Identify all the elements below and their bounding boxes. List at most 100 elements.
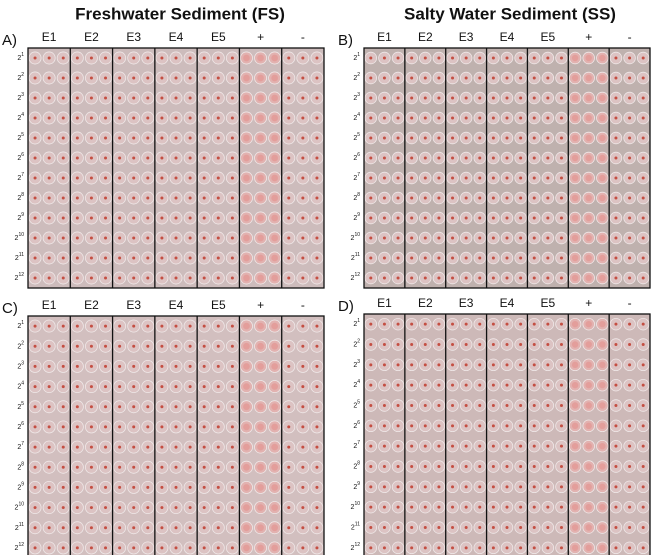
well-dot [505,505,509,509]
well-dot [271,274,278,282]
well-dot [491,116,495,120]
well-dot [505,176,509,180]
row-label: 27 [353,172,360,182]
well-dot [47,506,51,510]
row-label: 27 [17,441,24,451]
well-dot [146,196,150,200]
header-right: Salty Water Sediment (SS) [404,4,616,23]
well-dot [614,526,618,529]
well-dot [599,483,606,491]
well-dot [505,444,509,448]
well-dot [382,444,386,448]
well-dot [271,504,278,511]
well-dot [287,385,291,389]
well-dot [271,114,278,122]
well-dot [230,96,234,100]
well-dot [614,236,618,240]
row-label-exponent: 2 [357,339,360,345]
well-dot [271,154,278,162]
well-dot [287,344,291,348]
well-dot [243,423,250,431]
well-dot [132,344,136,348]
well-dot [410,485,414,489]
well-dot [160,546,164,550]
well-dot [546,424,550,428]
well-dot [132,425,136,429]
well-dot [559,546,563,550]
well-dot [89,116,93,120]
well-dot [369,322,373,326]
well-dot [519,383,523,387]
well-dot [75,526,79,530]
well-dot [33,276,37,280]
well-dot [271,254,278,262]
row-label-base: 2 [353,155,357,162]
well-dot [382,116,386,120]
well-dot [301,364,305,368]
well-dot [243,463,250,471]
well-dot [571,544,579,552]
well-dot [287,405,291,409]
well-dot [491,256,495,260]
well-dot [382,383,386,387]
well-dot [89,526,93,530]
well-dot [641,116,645,120]
well-dot [89,364,93,368]
well-dot [315,385,319,389]
well-dot [519,424,523,428]
well-dot [382,526,386,529]
well-dot [491,383,495,387]
well-dot [491,404,495,407]
well-dot [451,444,455,448]
well-dot [382,276,386,280]
row-label: 21 [353,52,360,62]
row-label-exponent: 7 [357,440,360,446]
well-dot [61,196,65,200]
well-dot [437,465,441,468]
well-dot [287,116,291,120]
well-dot [315,136,319,140]
well-dot [188,344,192,348]
well-dot [243,544,250,552]
well-dot [410,322,414,326]
well-dot [585,94,592,102]
well-dot [382,156,386,160]
column-label: E3 [126,298,141,312]
row-label-base: 2 [17,323,21,330]
row-label-base: 2 [17,155,21,162]
well-dot [451,256,455,260]
well-dot [271,74,278,82]
well-dot [519,404,523,407]
well-dot [478,546,482,550]
well-dot [301,485,305,489]
well-dot [478,424,482,428]
row-label-exponent: 9 [21,212,24,218]
well-dot [118,176,122,180]
well-dot [491,96,495,100]
well-dot [464,444,468,448]
well-dot [287,236,291,240]
well-dot [532,485,536,489]
well-dot [369,136,373,140]
well-dot [491,505,495,509]
well-dot [396,76,400,80]
well-dot [104,425,108,429]
well-dot [257,134,264,142]
well-dot [301,236,305,240]
well-dot [585,463,592,470]
well-dot [287,176,291,180]
well-dot [599,154,606,162]
row-label-exponent: 9 [357,481,360,487]
well-dot [546,546,550,550]
well-dot [585,483,592,491]
well-dot [61,526,65,530]
well-dot [451,216,455,220]
row-label-base: 2 [17,115,21,122]
well-dot [75,196,79,200]
well-dot [257,403,264,411]
well-dot [410,256,414,260]
well-dot [230,236,234,240]
well-dot [118,344,122,348]
well-dot [585,422,592,430]
well-dot [315,196,319,200]
